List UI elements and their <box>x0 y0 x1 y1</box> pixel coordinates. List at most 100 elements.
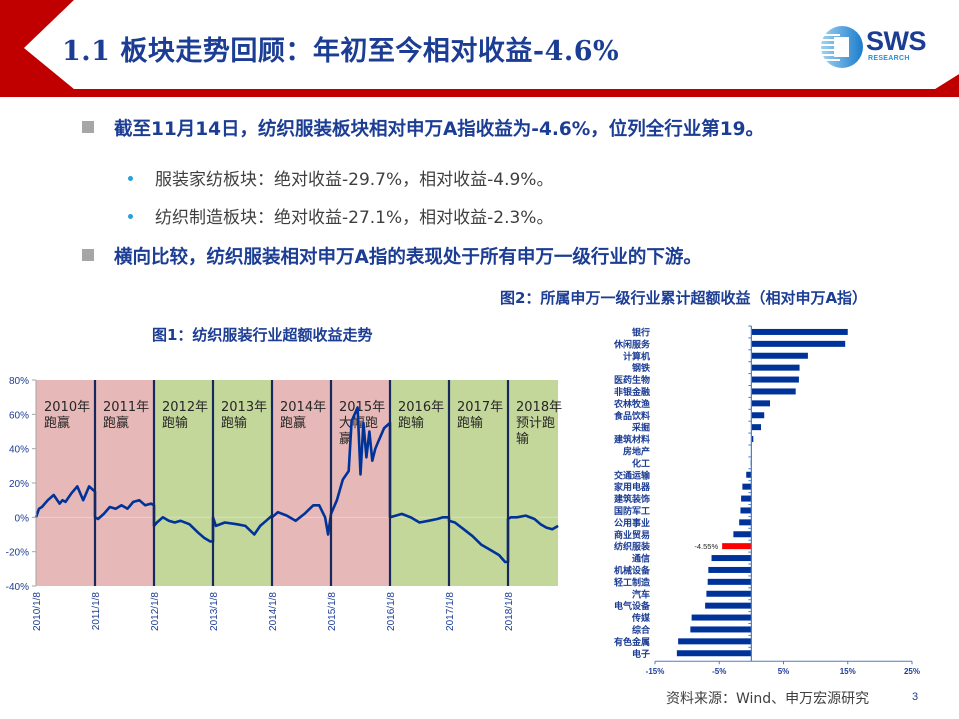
industry-label: 传媒 <box>631 612 651 624</box>
x-tick-label: 2011/1/8 <box>91 592 102 631</box>
industry-label: 有色金属 <box>614 636 650 648</box>
industry-bar <box>746 471 752 478</box>
bullet-main-2: 横向比较，纺织服装相对申万A指的表现处于所有申万一级行业的下游。 <box>82 243 702 269</box>
industry-label: 休闲服务 <box>613 338 651 350</box>
y-tick-label: -20% <box>6 548 29 559</box>
industry-bar <box>741 495 752 502</box>
industry-label: 建筑材料 <box>614 434 650 446</box>
figure2-title: 图2：所属申万一级行业累计超额收益（相对申万A指） <box>500 289 868 307</box>
industry-label: 商业贸易 <box>614 529 650 541</box>
x-tick-label: -15% <box>646 667 665 676</box>
industry-bar <box>678 638 752 645</box>
industry-excess-return-bar-chart: 银行休闲服务计算机钢铁医药生物非银金融农林牧渔食品饮料采掘建筑材料房地产化工交通… <box>613 325 920 676</box>
y-tick-label: 60% <box>9 410 29 421</box>
logo-subtext: RESEARCH <box>868 55 910 62</box>
year-band-label: 跑输 <box>457 415 483 431</box>
industry-label: 房地产 <box>623 445 650 457</box>
square-bullet-icon <box>82 121 94 133</box>
x-tick-label: 5% <box>778 667 790 676</box>
industry-bar <box>751 364 800 371</box>
industry-bar <box>676 650 752 657</box>
industry-label: 机械设备 <box>614 564 651 576</box>
industry-label: 交通运输 <box>614 469 651 481</box>
year-band-label: 2012年 <box>162 400 208 415</box>
x-tick-label: 2012/1/8 <box>150 592 161 631</box>
x-tick-label: -5% <box>712 667 726 676</box>
x-tick-label: 2010/1/8 <box>32 592 43 631</box>
year-band <box>390 380 449 586</box>
sws-globe-icon <box>821 26 863 68</box>
bullet-sub-1: 服装家纺板块：绝对收益-29.7%，相对收益-4.9%。 <box>128 165 553 190</box>
excess-return-line <box>34 406 559 564</box>
year-band-label: 输 <box>516 431 529 447</box>
industry-bar <box>740 507 752 514</box>
y-tick-label: 0% <box>15 513 30 524</box>
industry-label: 非银金融 <box>614 386 650 398</box>
industry-label: 食品饮料 <box>613 410 650 422</box>
industry-bar <box>751 328 848 335</box>
year-band-label: 赢 <box>339 431 352 447</box>
industry-bar <box>711 555 752 562</box>
industry-bar <box>751 388 796 395</box>
year-band-label: 跑赢 <box>280 415 306 431</box>
source-note: 资料来源：Wind、申万宏源研究 <box>666 691 870 707</box>
industry-bar <box>739 519 752 526</box>
industry-bar <box>722 543 752 550</box>
logo-text: SWS <box>866 26 927 56</box>
industry-label: 电气设备 <box>614 600 651 612</box>
y-tick-label: -40% <box>6 582 29 593</box>
y-tick-label: 20% <box>9 479 29 490</box>
year-band <box>449 380 508 586</box>
industry-label: 医药生物 <box>614 374 650 386</box>
x-tick-label: 2013/1/8 <box>209 592 220 631</box>
x-tick-label: 15% <box>840 667 856 676</box>
dot-bullet-icon <box>128 214 133 219</box>
year-band-label: 预计跑 <box>516 416 555 431</box>
industry-label: 汽车 <box>632 588 650 600</box>
year-band-label: 2014年 <box>280 400 326 415</box>
dot-bullet-icon <box>128 176 133 181</box>
year-band <box>95 380 154 586</box>
year-band <box>508 380 558 586</box>
industry-bar <box>751 412 765 419</box>
x-tick-label: 2014/1/8 <box>268 592 279 631</box>
industry-bar <box>708 566 752 573</box>
sws-logo: SWS RESEARCH <box>820 24 940 72</box>
year-band-label: 2017年 <box>457 400 503 415</box>
x-tick-label: 2016/1/8 <box>386 592 397 631</box>
year-band-label: 跑赢 <box>103 415 129 431</box>
year-band <box>213 380 272 586</box>
industry-label: 家用电器 <box>614 481 651 493</box>
year-band-label: 2013年 <box>221 400 267 415</box>
year-band <box>272 380 331 586</box>
industry-label: 纺织服装 <box>614 541 651 553</box>
industry-label: 化工 <box>632 457 650 469</box>
x-tick-label: 2018/1/8 <box>504 592 515 631</box>
year-band-label: 2010年 <box>44 400 90 415</box>
page-title: 1.1 板块走势回顾：年初至今相对收益-4.6% <box>62 36 620 67</box>
x-tick-label: 2015/1/8 <box>327 592 338 631</box>
industry-label: 钢铁 <box>632 362 650 374</box>
x-tick-label: 25% <box>904 667 920 676</box>
header-decoration <box>0 0 959 97</box>
industry-label: 国防军工 <box>614 505 650 517</box>
industry-label: 综合 <box>632 624 651 636</box>
year-band-label: 2018年 <box>516 400 562 415</box>
industry-label: 银行 <box>632 326 650 338</box>
square-bullet-icon <box>82 249 94 261</box>
year-band-label: 2011年 <box>103 400 149 415</box>
industry-bar <box>706 590 752 597</box>
year-band-label: 跑赢 <box>44 415 70 431</box>
bullet-sub-2: 纺织制造板块：绝对收益-27.1%，相对收益-2.3%。 <box>128 203 553 228</box>
industry-bar <box>691 614 752 621</box>
year-band-label: 跑输 <box>221 415 247 431</box>
industry-bar <box>751 436 754 443</box>
industry-label: 建筑装饰 <box>614 493 650 505</box>
year-band-label: 2016年 <box>398 400 444 415</box>
industry-bar <box>705 602 752 609</box>
industry-bar <box>742 483 752 490</box>
industry-bar <box>751 340 846 347</box>
year-band-label: 跑输 <box>162 415 188 431</box>
industry-bar <box>751 352 808 359</box>
industry-label: 轻工制造 <box>614 576 651 588</box>
